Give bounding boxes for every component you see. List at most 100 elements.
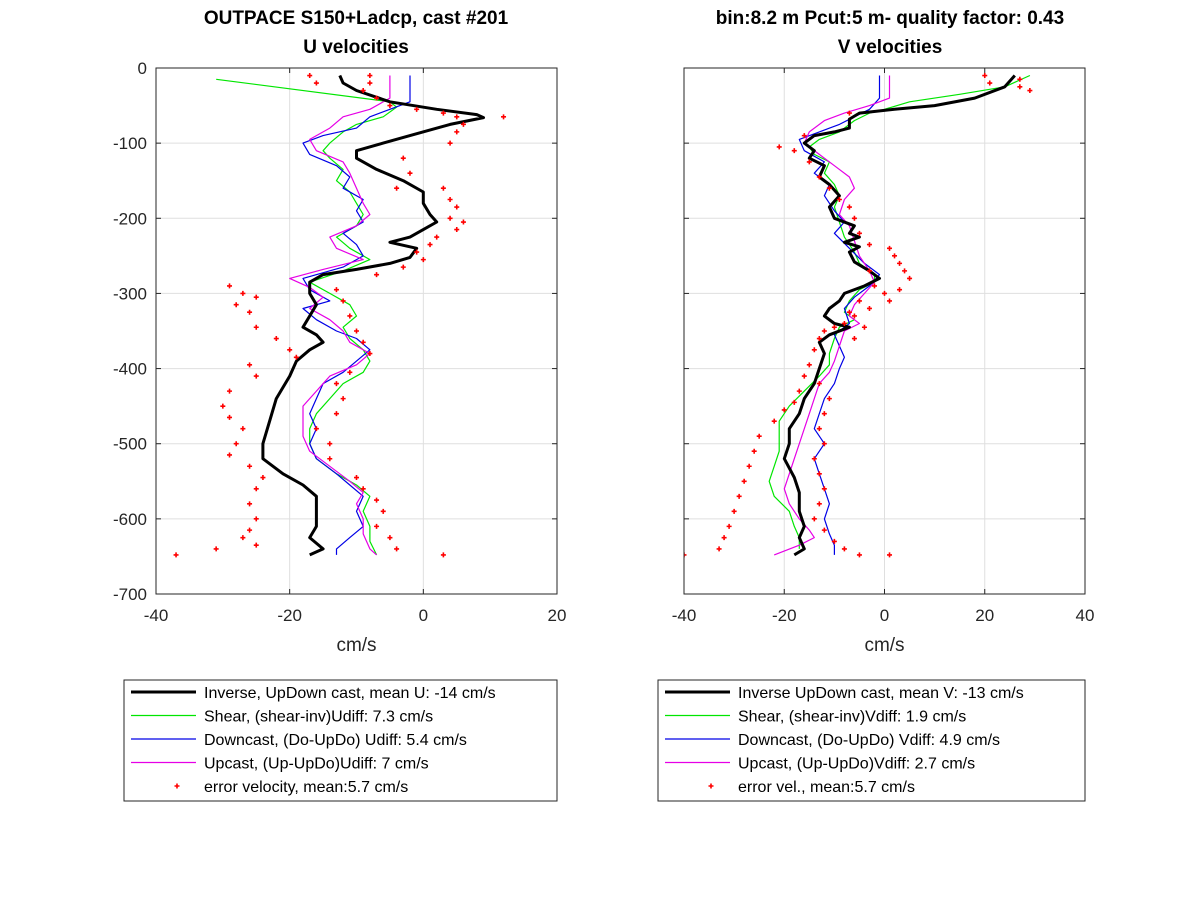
error-point xyxy=(427,242,433,248)
error-point xyxy=(327,441,333,447)
error-point xyxy=(327,456,333,462)
error-point xyxy=(731,508,737,514)
error-point xyxy=(333,287,339,293)
series-line-0 xyxy=(261,74,485,557)
legend-label: Shear, (shear-inv)Udiff: 7.3 cm/s xyxy=(204,709,433,726)
x-tick-label: -20 xyxy=(277,606,302,625)
error-point xyxy=(454,204,460,210)
y-tick-label: -200 xyxy=(113,209,147,228)
error-point xyxy=(907,275,913,281)
error-point xyxy=(460,121,466,127)
y-tick-label: -100 xyxy=(113,134,147,153)
error-point xyxy=(374,523,380,529)
error-point xyxy=(434,234,440,240)
error-point xyxy=(367,73,373,79)
error-point xyxy=(897,287,903,293)
legend: Inverse UpDown cast, mean V: -13 cm/s She… xyxy=(657,679,1086,802)
error-point xyxy=(253,373,259,379)
x-tick-label: 20 xyxy=(548,606,567,625)
error-point xyxy=(420,257,426,263)
error-point xyxy=(856,298,862,304)
chart-subtitle: U velocities xyxy=(303,37,409,58)
error-point xyxy=(741,478,747,484)
series-line-2 xyxy=(798,75,881,555)
legend-marker xyxy=(708,783,714,789)
error-point xyxy=(340,396,346,402)
error-point xyxy=(866,242,872,248)
error-point xyxy=(394,185,400,191)
y-tick-label: -600 xyxy=(113,510,147,529)
legend-label: Upcast, (Up-UpDo)Udiff: 7 cm/s xyxy=(204,756,429,773)
y-tick-label: -700 xyxy=(113,585,147,604)
error-point xyxy=(260,475,266,481)
error-point xyxy=(736,493,742,499)
error-point xyxy=(247,362,253,368)
legend-item: Upcast, (Up-UpDo)Udiff: 7 cm/s xyxy=(131,756,429,773)
error-point xyxy=(816,501,822,507)
error-point xyxy=(367,351,373,357)
error-point xyxy=(846,110,852,116)
error-point xyxy=(227,452,233,458)
error-point xyxy=(440,110,446,116)
error-point xyxy=(882,290,887,296)
error-point xyxy=(806,159,812,165)
error-point xyxy=(811,456,817,462)
error-point xyxy=(227,283,233,289)
error-point xyxy=(374,272,380,278)
error-point xyxy=(173,552,179,558)
error-point xyxy=(367,80,373,86)
error-point xyxy=(287,347,293,353)
error-point xyxy=(347,313,353,319)
error-point xyxy=(897,260,903,266)
error-point xyxy=(841,546,847,552)
legend-item: Shear, (shear-inv)Udiff: 7.3 cm/s xyxy=(131,709,433,726)
legend-label: Downcast, (Do-UpDo) Udiff: 5.4 cm/s xyxy=(204,732,467,749)
error-point xyxy=(821,328,827,334)
error-point xyxy=(407,170,413,176)
legend-item: Downcast, (Do-UpDo) Vdiff: 4.9 cm/s xyxy=(665,732,1000,749)
series-error-velocity xyxy=(173,73,507,558)
error-point xyxy=(887,298,893,304)
x-axis-label: cm/s xyxy=(864,635,904,656)
error-point xyxy=(861,324,867,330)
error-point xyxy=(746,463,752,469)
error-point xyxy=(902,268,908,274)
error-point xyxy=(253,294,259,300)
error-point xyxy=(841,320,847,326)
error-point xyxy=(240,426,246,432)
x-tick-label: -40 xyxy=(672,606,697,625)
error-point xyxy=(791,399,797,405)
error-point xyxy=(293,354,299,360)
error-point xyxy=(253,486,259,492)
error-point xyxy=(776,144,782,150)
error-point xyxy=(273,336,279,342)
error-point xyxy=(887,245,893,251)
error-point xyxy=(887,552,893,558)
x-axis-label: cm/s xyxy=(336,635,376,656)
legend-label: Upcast, (Up-UpDo)Vdiff: 2.7 cm/s xyxy=(738,756,975,773)
legend-label: Downcast, (Do-UpDo) Vdiff: 4.9 cm/s xyxy=(738,732,1000,749)
error-point xyxy=(447,140,453,146)
error-point xyxy=(771,418,777,424)
error-point xyxy=(501,114,507,120)
error-point xyxy=(866,305,872,311)
legend-item: error vel., mean:5.7 cm/s xyxy=(708,779,915,796)
error-point xyxy=(816,426,822,432)
legend-label: Inverse, UpDown cast, mean U: -14 cm/s xyxy=(204,685,496,702)
error-point xyxy=(347,369,353,375)
error-point xyxy=(826,185,832,191)
error-point xyxy=(816,174,822,180)
legend-item: Shear, (shear-inv)Vdiff: 1.9 cm/s xyxy=(665,709,966,726)
error-point xyxy=(227,388,233,394)
error-point xyxy=(240,535,246,541)
x-tick-label: 0 xyxy=(419,606,428,625)
error-point xyxy=(374,95,380,101)
error-point xyxy=(821,411,827,417)
error-point xyxy=(394,546,400,552)
error-point xyxy=(220,403,226,409)
error-point xyxy=(454,114,460,120)
error-point xyxy=(851,313,857,319)
x-tick-label: 40 xyxy=(1076,606,1095,625)
chart-subtitle: V velocities xyxy=(838,37,943,58)
